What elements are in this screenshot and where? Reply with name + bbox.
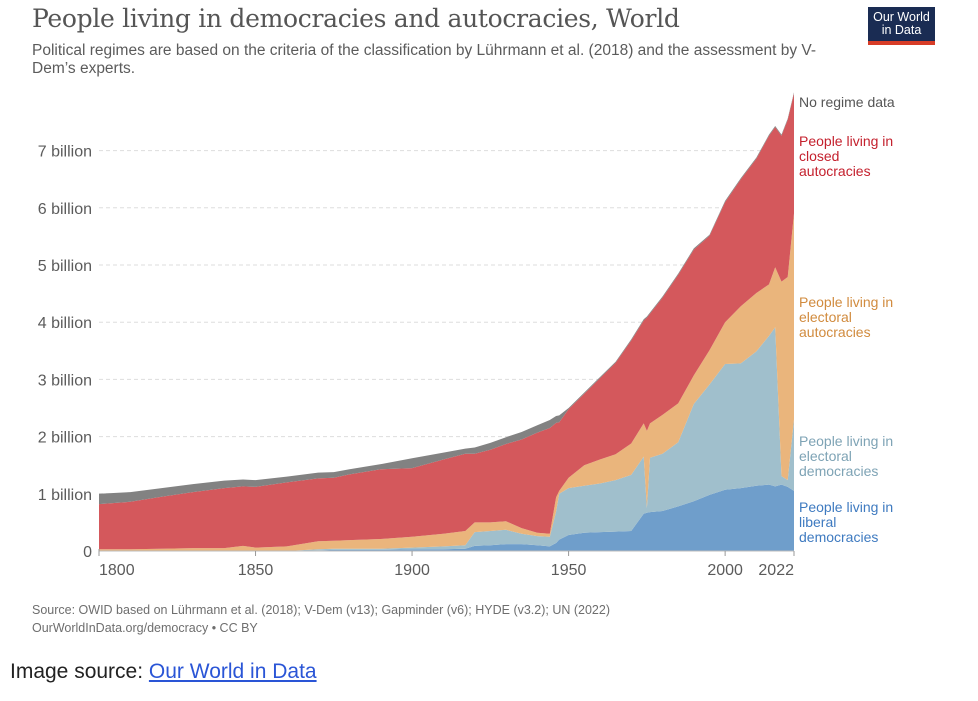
- x-axis: 1800 1850 1900 1950 2000 2022: [98, 549, 795, 579]
- y-tick-label: 4 billion: [38, 315, 92, 332]
- source-note: Source: OWID based on Lührmann et al. (2…: [32, 601, 610, 637]
- chart-title: People living in democracies and autocra…: [32, 4, 680, 33]
- legend-label: autocracies: [799, 324, 871, 340]
- x-tick-label: 1800: [99, 562, 135, 579]
- y-tick-label: 3 billion: [38, 372, 92, 389]
- legend-label: electoral: [799, 448, 852, 464]
- area-electoral_aut[interactable]: [99, 213, 794, 552]
- image-source-prefix: Image source:: [10, 660, 149, 683]
- source-text: Source: OWID based on Lührmann et al. (2…: [32, 603, 611, 617]
- area-electoral_dem[interactable]: [99, 327, 794, 551]
- x-tick-label: 2022: [758, 562, 794, 579]
- y-tick-label: 5 billion: [38, 258, 92, 275]
- logo-line-1: Our World: [873, 10, 930, 24]
- x-tick-label: 1900: [394, 562, 430, 579]
- image-source: Image source: Our World in Data: [10, 660, 317, 684]
- owid-logo[interactable]: Our World in Data: [868, 7, 935, 45]
- legend-label: democracies: [799, 529, 878, 545]
- y-tick-label: 6 billion: [38, 201, 92, 218]
- chart-subtitle: Political regimes are based on the crite…: [32, 42, 817, 77]
- area-closed[interactable]: [99, 93, 794, 550]
- y-tick-label: 2 billion: [38, 430, 92, 447]
- legend-label: No regime data: [799, 94, 895, 110]
- url-license[interactable]: OurWorldInData.org/democracy • CC BY: [32, 621, 258, 635]
- x-tick-label: 1950: [551, 562, 587, 579]
- image-source-link[interactable]: Our World in Data: [148, 660, 317, 683]
- y-tick-label: 0: [83, 544, 92, 561]
- legend-label: liberal: [799, 514, 836, 530]
- y-tick-label: 1 billion: [38, 487, 92, 504]
- legend-label: People living in: [799, 294, 893, 310]
- legend-label: People living in: [799, 433, 893, 449]
- legend-label: People living in: [799, 133, 893, 149]
- y-tick-label: 7 billion: [38, 144, 92, 161]
- area-liberal[interactable]: [99, 484, 794, 551]
- legend-label: democracies: [799, 463, 878, 479]
- logo-accent-bar: [868, 41, 935, 45]
- x-tick-label: 1850: [238, 562, 274, 579]
- legend-item-no_regime[interactable]: No regime data: [799, 94, 895, 110]
- legend-label: People living in: [799, 499, 893, 515]
- legend-label: autocracies: [799, 163, 871, 179]
- legend-label: electoral: [799, 309, 852, 325]
- legend-label: closed: [799, 148, 839, 164]
- area-series: [99, 92, 794, 551]
- x-tick-label: 2000: [707, 562, 743, 579]
- stacked-area-chart: 0 1 billion 2 billion 3 billion 4 billion 5 b…: [38, 92, 895, 579]
- y-axis: 0 1 billion 2 billion 3 billion 4 billion 5 b…: [38, 144, 92, 561]
- logo-line-2: in Data: [881, 23, 922, 37]
